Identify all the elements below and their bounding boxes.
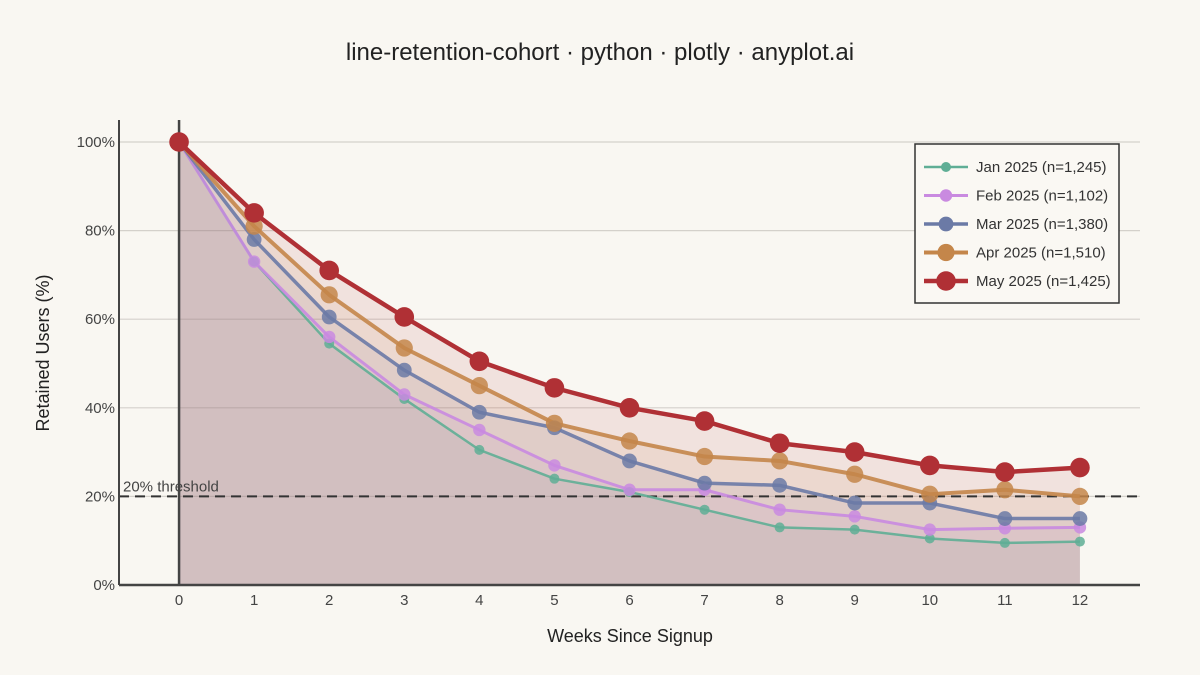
data-point [394,307,415,327]
data-point [847,495,863,511]
data-point [996,481,1014,499]
data-point [623,483,636,496]
data-point [844,442,865,462]
data-point [474,444,485,455]
data-point [771,452,789,470]
data-point [548,459,561,472]
data-point [848,510,861,523]
legend-label: Jan 2025 (n=1,245) [976,159,1107,176]
data-point [321,309,337,325]
x-tick-label: 12 [1072,592,1089,609]
data-point [473,423,486,437]
x-tick-label: 8 [775,592,783,609]
series-points [169,132,1090,548]
legend-label: Mar 2025 (n=1,380) [976,216,1108,233]
data-point [622,453,637,469]
data-point [620,432,639,450]
x-tick-label: 11 [997,592,1013,609]
data-point [245,217,263,235]
data-point [772,477,788,493]
data-point [1070,457,1090,478]
legend-swatch-marker [936,271,956,291]
y-tick-label: 60% [85,311,115,328]
x-tick-label: 3 [400,592,408,609]
legend: Jan 2025 (n=1,245) Feb 2025 (n=1,102) Mar … [914,143,1120,304]
x-tick-label: 10 [921,592,938,609]
x-tick-label: 5 [550,592,558,609]
legend-label: May 2025 (n=1,425) [976,273,1111,290]
data-point [694,411,715,431]
y-tick-label: 20% [85,488,115,505]
data-point [924,533,935,544]
data-point [246,232,262,247]
data-point [769,433,790,454]
series-area [179,142,1080,585]
data-point [398,388,411,401]
data-point [323,330,336,344]
data-point [695,447,714,466]
data-point [247,255,261,268]
data-point [396,362,412,378]
y-tick-label: 100% [77,134,115,151]
chart-title: line-retention-cohort · python · plotly … [346,39,854,66]
data-point [544,378,565,398]
data-point [169,132,189,152]
data-point [849,524,860,535]
x-tick-label: 0 [175,592,183,609]
legend-label: Apr 2025 (n=1,510) [976,245,1106,262]
legend-label: Feb 2025 (n=1,102) [976,188,1108,205]
data-point [997,511,1013,526]
data-point [320,286,338,304]
data-point [1071,487,1089,505]
data-point [923,523,936,536]
y-tick-label: 0% [93,577,115,594]
data-point [1072,511,1088,526]
x-tick-label: 9 [851,592,859,609]
x-tick-label: 1 [250,592,258,609]
y-axis-title: Retained Users (%) [33,274,53,431]
data-point [319,260,340,281]
y-tick-label: 40% [85,400,115,417]
x-tick-label: 7 [700,592,708,609]
axes [118,120,1140,587]
tick-labels: 0%20%40%60%80%100%0 1 2 3 4 5 6 7 8 9 10 11 12 [77,134,1089,609]
series-area [179,142,1080,585]
data-point [773,503,786,516]
data-point [1074,536,1085,547]
data-point [469,351,490,372]
data-point [549,473,560,484]
x-tick-label: 2 [325,592,333,609]
data-point [919,455,940,476]
x-tick-label: 6 [625,592,633,609]
y-tick-label: 80% [85,223,115,240]
data-point [244,203,264,223]
data-point [999,537,1010,548]
data-point [470,377,488,395]
data-point [471,404,487,420]
x-tick-label: 4 [475,592,483,609]
series-area [179,142,1080,585]
data-point [846,465,864,483]
data-point [995,462,1015,482]
legend-swatch-marker [939,189,953,202]
legend-swatch-marker [938,216,954,232]
x-axis-title: Weeks Since Signup [547,626,713,646]
data-point [699,504,710,515]
data-point [545,414,564,432]
legend-swatch-marker [937,243,955,262]
threshold-label: 20% threshold [123,478,219,495]
data-point [921,485,939,503]
data-point [774,522,785,533]
data-point [697,475,712,491]
data-point [619,398,640,418]
threshold-group: 20% threshold [119,478,1140,498]
legend-swatch-marker [941,162,951,172]
data-point [395,339,413,357]
